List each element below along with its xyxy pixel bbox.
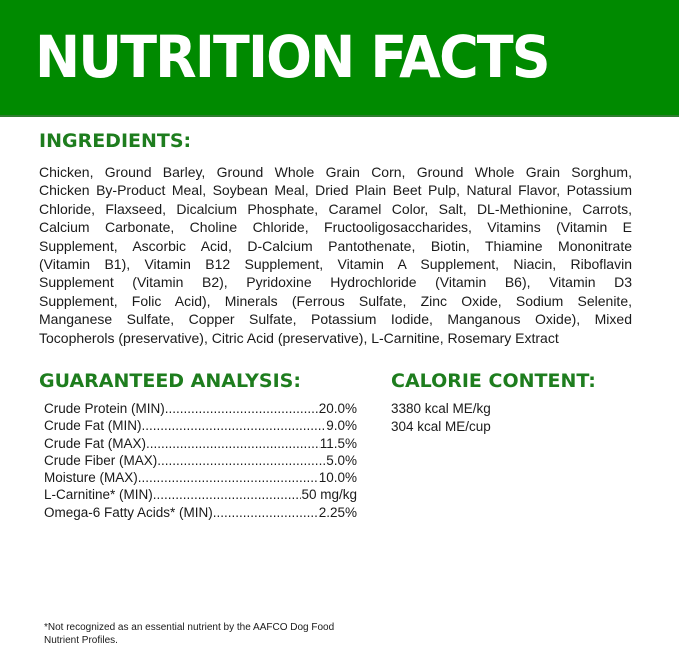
ingredients-line: Chicken, Ground Barley, Ground Whole Gra… (39, 164, 632, 180)
dot-leader (157, 452, 326, 469)
ingredients-line: (Vitamin B1), Vitamin B12 Supplement, Vi… (39, 255, 632, 272)
analysis-row: Moisture (MAX) 10.0% (44, 469, 357, 486)
analysis-label: Crude Fat (MAX) (44, 435, 147, 451)
ingredients-list: Chicken, Ground Barley, Ground Whole Gra… (39, 163, 632, 347)
calorie-per-kg: 3380 kcal ME/kg (391, 401, 491, 416)
analysis-value: 20.0% (318, 401, 357, 416)
dot-leader (213, 504, 319, 521)
ingredients-line: Manganese Sulfate, Copper Sulfate, Potas… (39, 311, 632, 328)
analysis-value: 9.0% (326, 418, 357, 434)
calorie-per-cup: 304 kcal ME/cup (391, 419, 491, 434)
analysis-value: 50 mg/kg (301, 487, 357, 503)
analysis-value: 10.0% (318, 470, 357, 486)
analysis-label: Crude Fiber (MAX) (44, 452, 158, 468)
analysis-row: L-Carnitine* (MIN) 50 mg/kg (44, 486, 357, 503)
analysis-label: L-Carnitine* (MIN) (44, 487, 153, 503)
analysis-label: Omega-6 Fatty Acids* (MIN) (44, 504, 213, 520)
analysis-label: Crude Fat (MIN) (44, 418, 142, 434)
analysis-row: Crude Fiber (MAX) 5.0% (44, 452, 357, 469)
page-title: NUTRITION FACTS (35, 23, 551, 91)
analysis-heading: GUARANTEED ANALYSIS: (39, 370, 301, 392)
ingredients-line: Supplement (Vitamin B2), Pyridoxine Hydr… (39, 274, 632, 291)
footnote: *Not recognized as an essential nutrient… (44, 622, 335, 646)
analysis-label: Crude Protein (MIN) (44, 401, 165, 416)
analysis-row: Crude Fat (MIN) 9.0% (44, 417, 357, 434)
calorie-content: 3380 kcal ME/kg 304 kcal ME/cup (391, 400, 491, 436)
analysis-row: Crude Fat (MAX) 11.5% (44, 435, 357, 452)
ingredients-line: Calcium Carbonate, Choline Chloride, Fru… (39, 219, 632, 236)
analysis-value: 2.25% (318, 504, 357, 520)
analysis-value: 5.0% (326, 452, 357, 468)
analysis-row: Crude Protein (MIN) 20.0% (44, 400, 357, 417)
ingredients-line: Supplement, Ascorbic Acid, D-Calcium Pan… (39, 237, 632, 254)
ingredients-line: Supplement, Folic Acid), Minerals (Ferro… (39, 292, 632, 309)
analysis-value: 11.5% (319, 435, 357, 451)
ingredients-line: Chloride, Flaxseed, Dicalcium Phosphate,… (39, 200, 632, 217)
ingredients-heading: INGREDIENTS: (39, 130, 192, 152)
analysis-label: Moisture (MAX) (44, 470, 138, 486)
dot-leader (146, 435, 320, 452)
title-banner: NUTRITION FACTS (0, 0, 679, 117)
dot-leader (138, 469, 319, 486)
dot-leader (153, 486, 302, 503)
analysis-table: Crude Protein (MIN) 20.0% Crude Fat (MIN)… (44, 400, 357, 521)
dot-leader (142, 417, 327, 434)
calorie-heading: CALORIE CONTENT: (391, 370, 596, 392)
analysis-row: Omega-6 Fatty Acids* (MIN) 2.25% (44, 504, 357, 521)
ingredients-line: Tocopherols (preservative), Citric Acid … (39, 329, 559, 346)
ingredients-line: Chicken By-Product Meal, Soybean Meal, D… (39, 182, 632, 199)
dot-leader (165, 400, 319, 417)
